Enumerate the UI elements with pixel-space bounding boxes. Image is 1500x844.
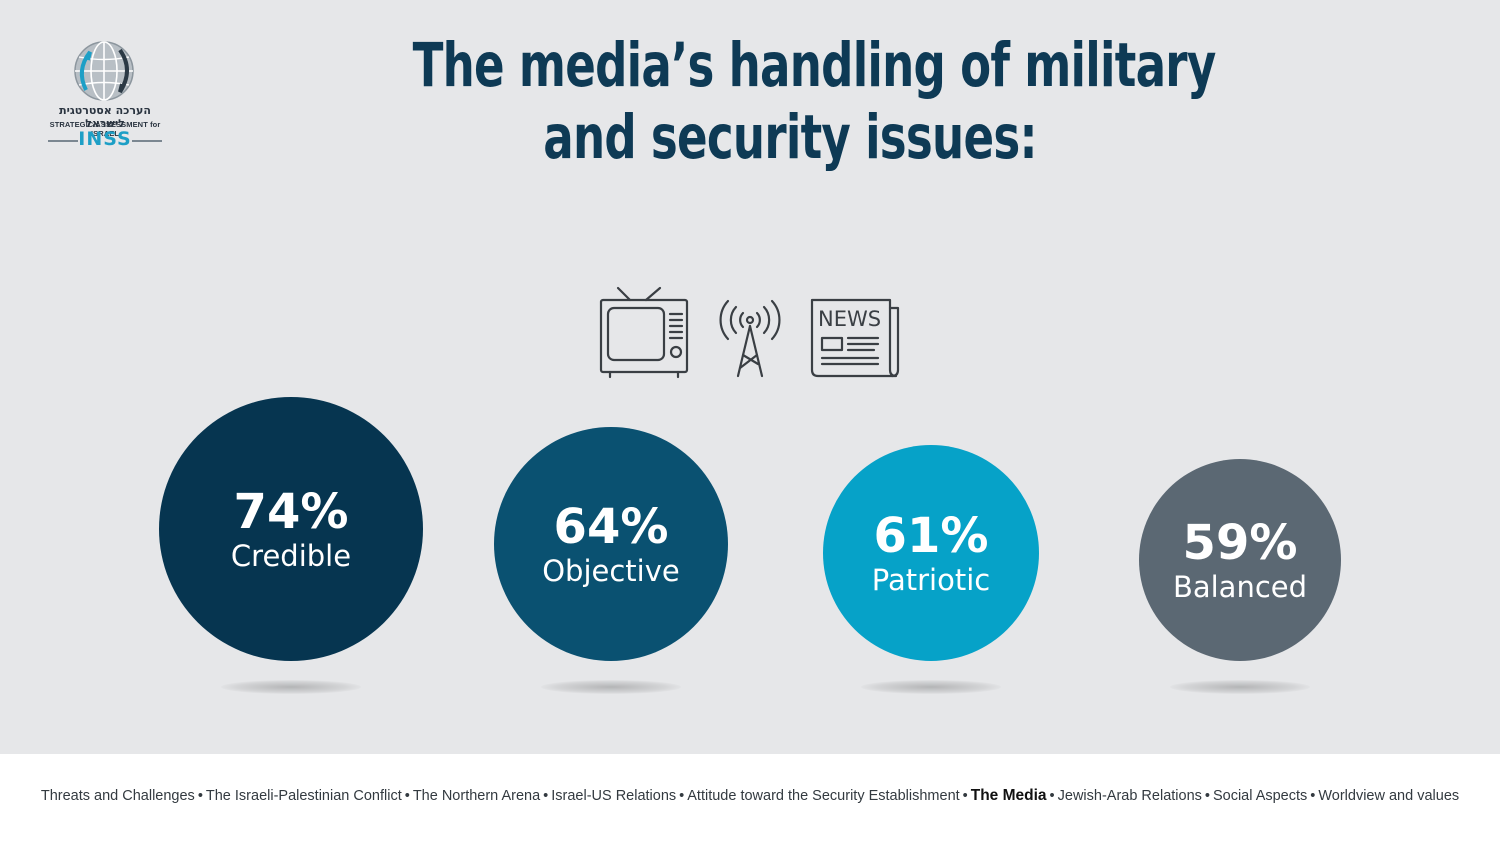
globe-icon	[74, 41, 134, 101]
newspaper-news-label: NEWS	[818, 307, 881, 331]
bubble-shadow	[221, 680, 361, 694]
bubble-value: 59%	[1182, 515, 1298, 571]
nav-item[interactable]: The Media	[970, 787, 1047, 804]
nav-separator: •	[197, 788, 203, 804]
bubble-patriotic: 61% Patriotic	[823, 445, 1039, 661]
bubble-value: 61%	[873, 508, 989, 564]
bubble-credible: 74% Credible	[159, 397, 423, 661]
nav-item[interactable]: The Israeli-Palestinian Conflict	[205, 788, 402, 804]
broadcast-antenna-icon	[719, 299, 781, 378]
logo-rule-right	[132, 140, 162, 142]
nav-separator: •	[404, 788, 410, 804]
nav-item[interactable]: Worldview and values	[1318, 788, 1460, 804]
bubble-shadow	[861, 680, 1001, 694]
title-line-2: and security issues:	[543, 102, 1037, 173]
nav-item[interactable]: Israel-US Relations	[551, 788, 677, 804]
topic-navigation: Threats and Challenges • The Israeli-Pales…	[0, 787, 1500, 805]
bubble-value: 74%	[233, 484, 349, 540]
logo-english-text: STRATEGIC ASSESSMENT for ISRAEL	[49, 120, 161, 138]
media-icons: NEWS	[598, 284, 904, 380]
bubble-shadow	[1170, 680, 1310, 694]
bubble-objective: 64% Objective	[494, 427, 728, 661]
nav-item[interactable]: Attitude toward the Security Establishme…	[687, 788, 960, 804]
nav-separator: •	[679, 788, 685, 804]
inss-logo: הערכה אסטרטגית לישראל STRATEGIC ASSESSME…	[40, 40, 170, 152]
bubble-label: Balanced	[1172, 570, 1308, 604]
bubble-value: 64%	[553, 499, 669, 555]
nav-item[interactable]: Threats and Challenges	[40, 788, 195, 804]
nav-separator: •	[1204, 788, 1210, 804]
bubble-label: Objective	[542, 554, 680, 588]
nav-separator: •	[543, 788, 549, 804]
nav-separator: •	[1310, 788, 1316, 804]
bubble-shadow	[541, 680, 681, 694]
nav-item[interactable]: The Northern Arena	[412, 788, 541, 804]
logo-rule-left	[48, 140, 78, 142]
title-line-1: The media’s handling of military	[412, 30, 1217, 101]
footer-bar: Threats and Challenges • The Israeli-Pales…	[0, 754, 1500, 844]
logo-hebrew-text: הערכה אסטרטגית לישראל	[59, 104, 151, 130]
nav-item[interactable]: Social Aspects	[1212, 788, 1308, 804]
tv-icon	[599, 286, 689, 379]
bubble-balanced: 59% Balanced	[1139, 459, 1341, 661]
page-title: The media’s handling of military and sec…	[280, 30, 1300, 174]
nav-item[interactable]: Jewish-Arab Relations	[1057, 788, 1202, 804]
logo-inss-wordmark: INSS	[78, 128, 132, 150]
bubble-label: Patriotic	[871, 563, 991, 597]
nav-separator: •	[962, 788, 968, 804]
bubble-label: Credible	[230, 539, 352, 573]
newspaper-icon	[810, 298, 900, 378]
nav-separator: •	[1049, 788, 1055, 804]
